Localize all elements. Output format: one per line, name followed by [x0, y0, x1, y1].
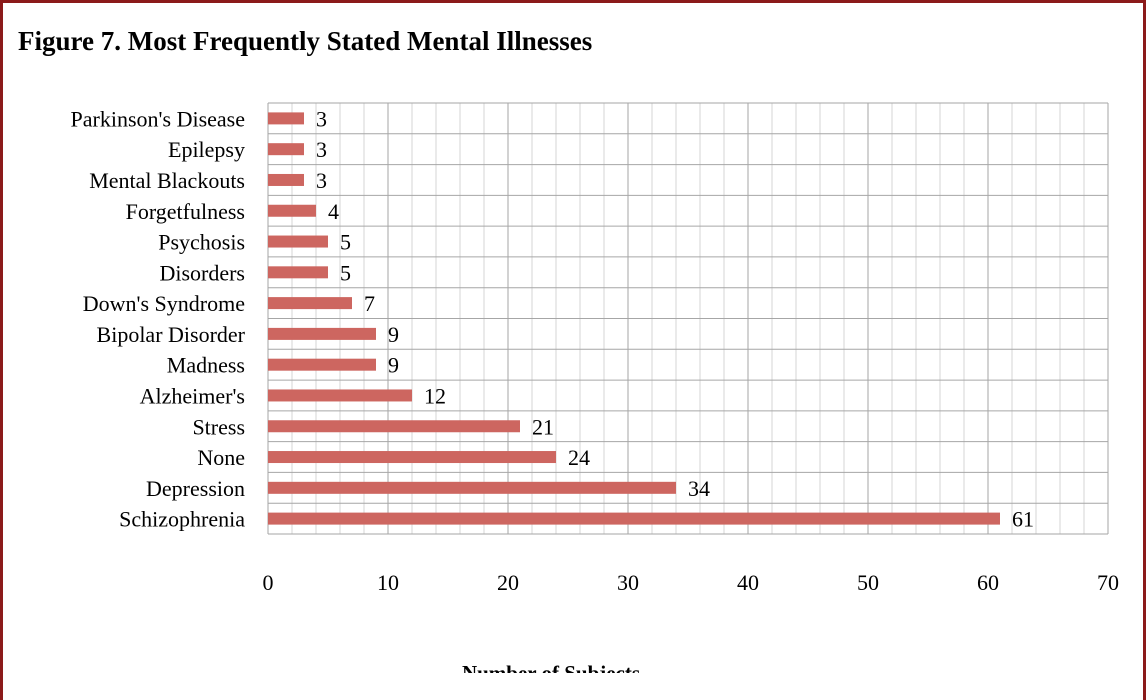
- data-label: 5: [340, 260, 351, 285]
- bar: [268, 481, 676, 494]
- data-label: 61: [1012, 507, 1034, 532]
- data-label: 9: [388, 353, 399, 378]
- data-label: 9: [388, 322, 399, 347]
- x-tick-label: 60: [977, 570, 999, 595]
- category-label: Disorders: [159, 260, 245, 285]
- data-label: 5: [340, 230, 351, 255]
- data-label: 3: [316, 106, 327, 131]
- category-label: Mental Blackouts: [89, 168, 245, 193]
- bar: [268, 327, 376, 340]
- category-label: Forgetfulness: [126, 199, 245, 224]
- data-label: 3: [316, 137, 327, 162]
- x-tick-label: 10: [377, 570, 399, 595]
- bar: [268, 358, 376, 371]
- x-tick-label: 20: [497, 570, 519, 595]
- bar: [268, 512, 1000, 525]
- category-label: Down's Syndrome: [83, 291, 245, 316]
- data-label: 12: [424, 383, 446, 408]
- x-tick-label: 70: [1097, 570, 1119, 595]
- x-tick-label: 30: [617, 570, 639, 595]
- category-label: Depression: [146, 476, 245, 501]
- category-label: Madness: [167, 353, 245, 378]
- bar: [268, 235, 328, 248]
- data-label: 24: [568, 445, 590, 470]
- category-labels: Parkinson's Disease Epilepsy Mental Blacko…: [71, 106, 246, 531]
- category-label: None: [197, 445, 245, 470]
- data-label: 7: [364, 291, 375, 316]
- category-label: Alzheimer's: [140, 383, 245, 408]
- chart-title: Figure 7. Most Frequently Stated Mental …: [18, 26, 593, 56]
- x-axis-title: Number of Subjects: [462, 661, 640, 673]
- data-label: 3: [316, 168, 327, 193]
- category-label: Parkinson's Disease: [71, 106, 245, 131]
- bar: [268, 266, 328, 279]
- major-gridlines: [267, 102, 1109, 535]
- x-tick-label: 40: [737, 570, 759, 595]
- category-label: Psychosis: [158, 230, 245, 255]
- data-label: 21: [532, 414, 554, 439]
- bar: [268, 204, 316, 217]
- bar: [268, 451, 556, 464]
- data-label: 34: [688, 476, 710, 501]
- x-tick-label: 50: [857, 570, 879, 595]
- bar: [268, 389, 412, 402]
- bars: [268, 112, 1000, 525]
- bar: [268, 297, 352, 310]
- data-label: 4: [328, 199, 339, 224]
- x-tick-labels: 0 10 20 30 40 50 60 70: [263, 570, 1120, 595]
- bar: [268, 143, 304, 156]
- bar: [268, 173, 304, 186]
- category-label: Bipolar Disorder: [97, 322, 246, 347]
- bar: [268, 112, 304, 125]
- x-tick-label: 0: [263, 570, 274, 595]
- category-label: Stress: [192, 414, 245, 439]
- bar: [268, 420, 520, 433]
- category-label: Epilepsy: [168, 137, 245, 162]
- category-label: Schizophrenia: [119, 507, 245, 532]
